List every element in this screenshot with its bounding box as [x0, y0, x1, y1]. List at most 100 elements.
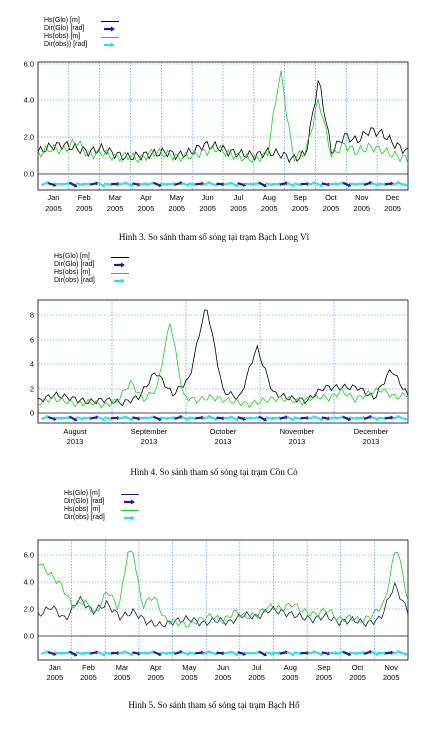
x-tick-month: May: [182, 663, 196, 672]
direction-arrow: [286, 181, 296, 188]
direction-arrow-head: [369, 649, 373, 655]
direction-arrow-shaft: [321, 651, 328, 655]
direction-arrow-shaft: [230, 650, 237, 656]
legend-arrow-head: [111, 26, 115, 32]
direction-arrow-shaft: [391, 415, 399, 421]
legend-swatch: [100, 33, 120, 41]
direction-arrow-shaft: [384, 651, 392, 655]
direction-arrow-shaft: [230, 415, 237, 421]
direction-arrow-head: [369, 414, 373, 420]
direction-arrow: [384, 415, 394, 420]
direction-arrow-shaft: [75, 651, 83, 655]
direction-arrow-shaft: [47, 651, 55, 655]
direction-arrow-shaft: [391, 650, 399, 656]
direction-arrow-shaft: [223, 651, 230, 655]
direction-arrow-shaft: [40, 181, 48, 187]
direction-arrow-shaft: [174, 651, 181, 655]
direction-arrow-head: [404, 651, 408, 656]
direction-arrow-shaft: [40, 415, 48, 421]
direction-arrow: [342, 181, 352, 188]
direction-arrow-head: [263, 183, 267, 188]
legend-label: Dir(obs) [rad]: [54, 277, 95, 284]
direction-arrow: [40, 180, 50, 187]
direction-arrow-head: [242, 182, 247, 187]
legend-label: Dir(Glo) [rad]: [64, 498, 105, 505]
figure-caption: Hình 5. So sánh tham số sóng tại trạm Bạ…: [128, 700, 300, 710]
direction-arrow-shaft: [356, 182, 363, 186]
direction-arrow-shaft: [202, 415, 209, 421]
x-tick-year: 2005: [323, 204, 340, 213]
direction-arrow: [40, 414, 50, 421]
legend-swatch: [110, 277, 130, 285]
direction-arrow-shaft: [97, 415, 104, 421]
legend-item: Dir(Glo) [rad]: [44, 25, 120, 33]
direction-arrow: [230, 650, 239, 657]
x-tick-year: 2005: [316, 673, 333, 682]
legend-item: Dir(obs) [rad]: [64, 514, 140, 522]
direction-arrow: [40, 649, 50, 656]
series-line-hs-glo-: [37, 80, 409, 164]
direction-arrow-shaft: [293, 416, 300, 420]
direction-arrow-shaft: [356, 651, 363, 655]
direction-arrow: [153, 181, 162, 188]
direction-arrow-shaft: [398, 651, 406, 655]
y-tick-label: 6.0: [24, 60, 34, 69]
direction-arrow: [384, 181, 394, 186]
direction-arrow-head: [186, 182, 191, 188]
direction-arrow: [68, 650, 78, 657]
direction-arrow-head: [319, 417, 324, 422]
x-tick-year: 2005: [168, 204, 185, 213]
legend-item: Dir(obs) [rad]: [54, 277, 130, 285]
legend-arrow-icon: [104, 26, 115, 32]
direction-arrow-head: [404, 416, 408, 421]
x-tick-month: Mar: [116, 663, 129, 672]
direction-arrow-shaft: [342, 181, 349, 187]
legend-label: Dir(Glo) [rad]: [44, 25, 85, 32]
direction-arrow: [391, 414, 401, 421]
direction-arrow-head: [397, 180, 401, 186]
direction-arrow: [398, 182, 408, 187]
legend-arrow-icon: [124, 499, 135, 505]
x-tick-month: Sep: [293, 193, 306, 202]
direction-arrow-shaft: [97, 181, 104, 187]
direction-arrow-head: [130, 417, 134, 422]
x-tick-year: 2013: [67, 437, 84, 446]
direction-arrow: [342, 650, 352, 657]
direction-arrow: [391, 649, 401, 656]
y-tick-label: 4.0: [24, 578, 34, 587]
direction-arrow-shaft: [363, 416, 371, 420]
legend-label: Hs(Glo) [m]: [64, 490, 100, 497]
direction-arrow-shaft: [307, 651, 314, 655]
figure-con-co: 8 6 4 2 0 August 2013 September 2013 October 2013 N…: [0, 245, 428, 485]
y-tick-label: 0.0: [24, 170, 34, 179]
chart-bach-long-vi: 6.0 4.0 2.0 0.0 Jan 2005 Feb 2005 Mar 2005 Apr 2005…: [24, 60, 409, 213]
x-tick-month: Apr: [140, 193, 152, 202]
x-tick-month: Nov: [385, 663, 399, 672]
legend-swatch: [110, 261, 130, 269]
direction-arrow-head: [376, 651, 380, 657]
direction-arrow-head: [73, 183, 78, 188]
direction-arrow-shaft: [335, 651, 342, 655]
y-tick-label: 8: [30, 311, 34, 320]
direction-arrow-shaft: [237, 416, 244, 420]
direction-arrow-head: [390, 415, 394, 420]
x-tick-month: October: [210, 427, 237, 436]
direction-arrow: [202, 180, 212, 187]
direction-arrow-shaft: [398, 416, 406, 420]
direction-arrow-shaft: [153, 415, 160, 421]
direction-arrow: [195, 650, 205, 655]
legend-label: Hs(obs) [m]: [64, 506, 101, 513]
series-line-hs-glo-: [37, 581, 409, 628]
direction-arrow-head: [242, 651, 247, 656]
x-tick-year: 2005: [349, 673, 366, 682]
legend-label: Hs(obs) [m]: [44, 33, 81, 40]
direction-arrow: [391, 180, 401, 187]
legend-item: Hs(Glo) [m]: [54, 253, 130, 261]
direction-arrow-shaft: [75, 182, 83, 186]
y-tick-label: 2.0: [24, 605, 34, 614]
direction-arrow: [286, 415, 296, 422]
direction-arrow-shaft: [174, 416, 181, 420]
legend-swatch: [120, 514, 140, 522]
series-line-hs-glo-: [37, 309, 409, 407]
series-line-hs-obs-: [38, 550, 409, 628]
